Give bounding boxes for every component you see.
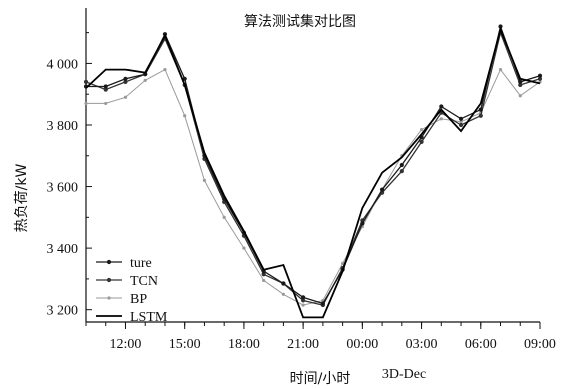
data-point-tcn <box>261 272 266 277</box>
x-tick-label: 21:00 <box>287 337 319 352</box>
data-point-tcn <box>458 122 464 128</box>
data-point-ture <box>182 76 187 81</box>
legend: ture TCN BP LSTM <box>96 256 168 325</box>
data-point-bp <box>439 117 443 121</box>
series-line-lstm <box>85 26 541 319</box>
data-point-tcn <box>301 298 306 303</box>
data-point-bp <box>459 120 463 124</box>
data-point-tcn <box>103 87 108 92</box>
legend-label-bp: BP <box>130 292 147 307</box>
data-point-ture <box>537 73 543 78</box>
data-point-ture <box>103 84 108 89</box>
series-group <box>83 24 543 319</box>
x-tick-label: 18:00 <box>228 337 260 352</box>
data-point-bp <box>341 261 345 266</box>
data-point-ture <box>301 295 306 300</box>
y-tick-label: 3 200 <box>47 304 79 319</box>
legend-label-ture: ture <box>130 256 152 271</box>
y-tick-label: 3 400 <box>47 242 79 257</box>
y-tick-label: 4 000 <box>47 57 79 72</box>
data-point-ture <box>478 107 483 112</box>
x-axis-extra-label: 3D-Dec <box>382 367 426 382</box>
x-tick-label: 09:00 <box>524 337 556 352</box>
data-point-bp <box>262 278 266 283</box>
series-ture <box>83 24 543 306</box>
data-point-ture <box>320 301 325 306</box>
data-point-bp <box>222 215 226 219</box>
data-point-tcn <box>399 169 404 174</box>
data-point-ture <box>458 116 464 121</box>
x-ticks: 12:00 15:00 18:00 21:00 00:00 03:00 06:00 09:00 <box>85 322 556 352</box>
data-point-ture <box>123 76 128 81</box>
data-point-bp <box>183 114 187 118</box>
series-tcn <box>83 30 543 308</box>
data-point-tcn <box>83 79 89 84</box>
data-point-bp <box>123 95 128 99</box>
legend-label-lstm: LSTM <box>130 310 168 325</box>
y-tick-label: 3 800 <box>47 119 79 134</box>
x-tick-label: 15:00 <box>169 337 201 352</box>
y-axis-label: 热负荷/kW <box>14 164 30 233</box>
chart-title: 算法测试集对比图 <box>244 13 356 30</box>
data-point-ture <box>399 162 404 168</box>
data-point-ture <box>360 221 365 226</box>
legend-marker-tcn <box>106 277 112 283</box>
series-line-bp <box>86 68 541 306</box>
series-bp <box>84 67 542 307</box>
data-point-bp <box>281 292 285 296</box>
data-point-bp <box>301 303 305 307</box>
x-tick-label: 06:00 <box>465 337 497 352</box>
y-tick-label: 3 600 <box>47 181 79 196</box>
series-lstm <box>85 26 541 319</box>
data-point-bp <box>163 67 167 72</box>
axes <box>85 8 540 323</box>
x-tick-label: 03:00 <box>406 337 438 352</box>
x-tick-label: 12:00 <box>110 337 142 352</box>
data-point-bp <box>84 101 88 106</box>
data-point-bp <box>518 94 522 98</box>
data-point-tcn <box>478 113 483 118</box>
data-point-tcn <box>419 139 424 145</box>
data-point-bp <box>419 127 424 132</box>
data-point-ture <box>281 281 286 286</box>
data-point-bp <box>202 178 207 182</box>
data-point-tcn <box>123 79 128 84</box>
legend-label-tcn: TCN <box>130 274 158 289</box>
y-ticks: 3 200 3 400 3 600 3 800 4 000 <box>47 32 92 319</box>
data-point-ture <box>379 187 385 192</box>
data-point-ture <box>439 104 444 109</box>
data-point-ture <box>498 24 503 29</box>
series-line-tcn <box>85 30 541 306</box>
data-point-ture <box>518 79 523 84</box>
x-tick-label: 00:00 <box>346 337 378 352</box>
x-axis-label: 时间/小时 <box>290 371 351 387</box>
data-point-tcn <box>518 82 523 88</box>
legend-marker-bp <box>107 296 111 300</box>
data-point-bp <box>498 67 503 72</box>
data-point-tcn <box>537 76 543 81</box>
data-point-bp <box>104 101 108 106</box>
legend-marker-ture <box>106 259 112 265</box>
data-point-bp <box>143 78 147 82</box>
series-line-ture <box>86 24 541 305</box>
data-point-bp <box>242 246 246 250</box>
